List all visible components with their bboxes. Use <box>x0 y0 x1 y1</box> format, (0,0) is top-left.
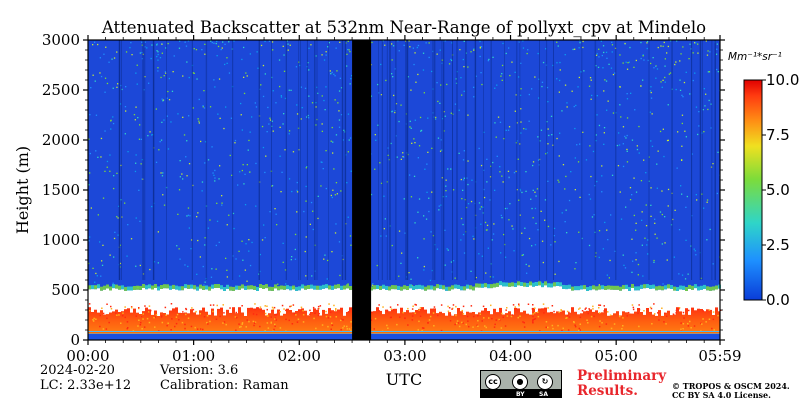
x-tick-label: 00:00 <box>66 347 109 365</box>
cc-sa-label: SA <box>539 391 548 398</box>
x-tick-label: 05:59 <box>698 347 741 365</box>
preliminary-label-line2: Results. <box>577 383 638 399</box>
y-tick-label: 500 <box>51 281 80 299</box>
near-surface-layer <box>88 334 720 340</box>
axes: 00:00 01:00 02:00 03:00 04:00 05:00 05:59 0 500 1… <box>42 31 742 365</box>
share-alike-icon: ↻ <box>537 374 553 390</box>
y-tick-label: 1000 <box>42 231 80 249</box>
x-tick-label: 03:00 <box>383 347 426 365</box>
y-tick-label: 3000 <box>42 31 80 49</box>
colorbar: 0.0 2.5 5.0 7.5 10.0 <box>743 71 799 309</box>
x-tick-label: 04:00 <box>489 347 532 365</box>
y-axis-label: Height (m) <box>13 146 32 234</box>
x-tick-label: 02:00 <box>278 347 321 365</box>
signal-dropout-streaks <box>118 40 716 280</box>
cc-icon: cc <box>485 374 501 390</box>
cc-license-badge: cc ● ↻ BY SA <box>480 370 562 398</box>
colorbar-tick-label: 5.0 <box>766 181 790 199</box>
cc-by-label: BY <box>516 391 525 398</box>
y-tick-label: 2000 <box>42 131 80 149</box>
footer-version: Version: 3.6 <box>160 363 239 378</box>
x-tick-label: 01:00 <box>172 347 215 365</box>
copyright-line2: CC BY SA 4.0 License. <box>672 390 771 400</box>
colorbar-gradient <box>743 79 763 301</box>
attribution-icon: ● <box>512 374 528 390</box>
colorbar-tick-label: 0.0 <box>766 291 790 309</box>
copyright-line1: © TROPOS & OSCM 2024. <box>672 381 790 391</box>
footer-calibration: Calibration: Raman <box>160 378 289 393</box>
saturated-layer <box>88 281 721 316</box>
colorbar-unit: Mm⁻¹*sr⁻¹ <box>728 51 782 63</box>
y-tick-label: 2500 <box>42 81 80 99</box>
y-tick-label: 0 <box>70 331 80 349</box>
plot-area <box>88 40 722 340</box>
colorbar-tick-label: 7.5 <box>766 126 790 144</box>
y-tick-label: 1500 <box>42 181 80 199</box>
x-axis-label: UTC <box>386 370 422 389</box>
x-tick-label: 05:00 <box>595 347 638 365</box>
preliminary-label-line1: Preliminary <box>577 368 667 384</box>
colorbar-tick-label: 2.5 <box>766 236 790 254</box>
footer-lidar-constant: LC: 2.33e+12 <box>40 378 132 393</box>
colorbar-tick-label: 10.0 <box>766 71 799 89</box>
cc-badge-strip <box>481 389 561 397</box>
footer-date: 2024-02-20 <box>40 363 115 378</box>
chart-title: Attenuated Backscatter at 532nm Near-Ran… <box>101 18 706 37</box>
aerosol-speckles <box>88 40 721 290</box>
data-gap <box>352 40 372 340</box>
overlap-line <box>88 332 720 334</box>
